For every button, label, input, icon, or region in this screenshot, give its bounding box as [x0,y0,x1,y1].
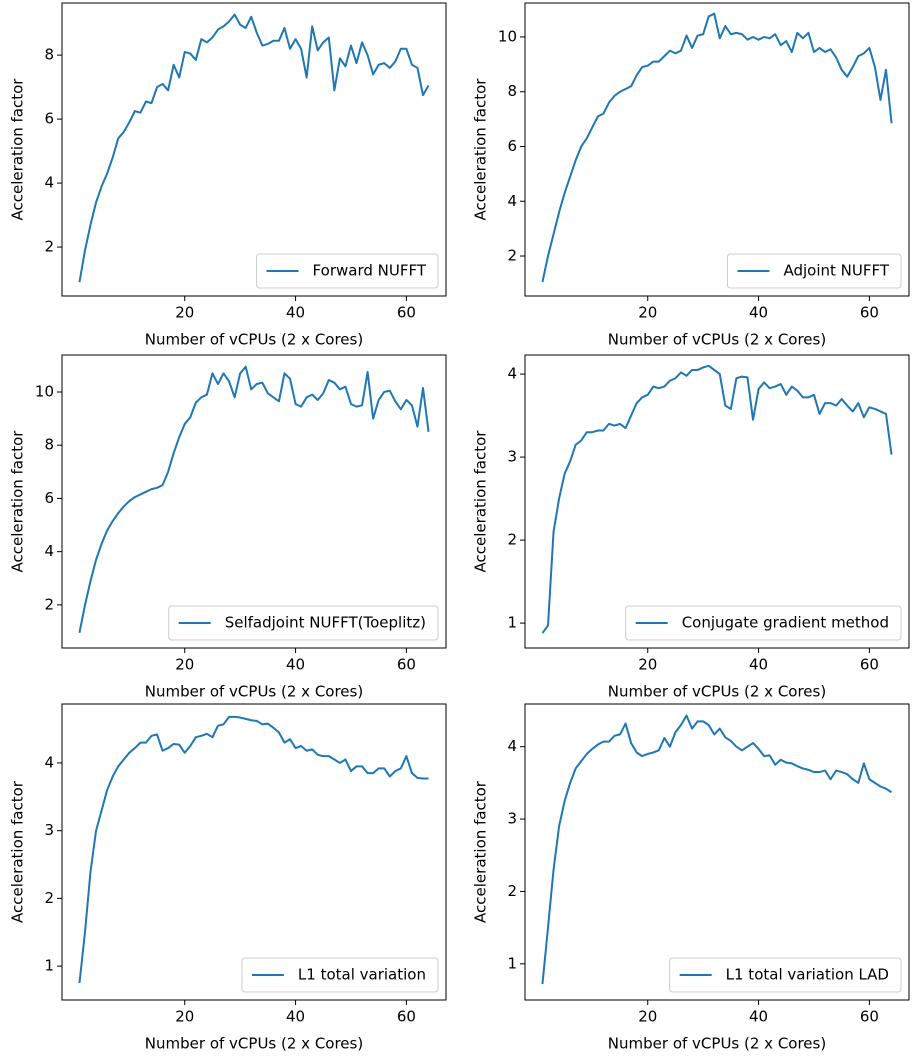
y-tick-label: 2 [44,238,54,256]
legend-box [669,957,902,993]
legend-label: L1 total variation LAD [726,966,889,984]
legend-box [625,605,902,641]
subplot: 20 40 60 2 4 6 8 10 Number of vCPUs (2 x Cores) A… [9,354,447,701]
legend-label: Selfadjoint NUFFT(Toeplitz) [225,614,426,632]
legend: Selfadjoint NUFFT(Toeplitz) [168,605,439,641]
y-tick-label: 3 [507,810,517,828]
y-tick-label: 4 [507,365,517,383]
x-tick-label: 40 [286,304,305,322]
y-tick-label: 6 [44,489,54,507]
x-tick-label: 20 [638,304,657,322]
subplot: 20 40 60 1 2 3 4 Number of vCPUs (2 x Cores) Acc… [472,354,910,701]
y-axis-label: Acceleration factor [472,780,490,923]
legend: L1 total variation LAD [669,957,902,993]
x-axis-label: Number of vCPUs (2 x Cores) [608,683,826,701]
x-tick-label: 40 [749,656,768,674]
x-tick-label: 60 [860,656,879,674]
y-tick-label: 4 [44,753,54,771]
legend-label: Adjoint NUFFT [783,262,889,280]
legend-label: Forward NUFFT [313,262,427,280]
data-line [541,12,893,283]
axes-frame [61,2,447,297]
axes-frame [524,703,910,1001]
axes-frame [524,354,910,649]
x-tick-label: 20 [175,656,194,674]
axes-frame [524,2,910,297]
x-axis-label: Number of vCPUs (2 x Cores) [608,1035,826,1053]
data-line [78,715,429,984]
x-tick-label: 20 [638,1008,657,1026]
axes-frame [61,703,447,1001]
x-tick-label: 40 [749,304,768,322]
x-tick-label: 60 [397,1008,416,1026]
x-tick-label: 60 [860,304,879,322]
x-tick-label: 20 [175,304,194,322]
y-tick-label: 3 [507,448,517,466]
y-tick-label: 8 [44,46,54,64]
y-tick-label: 8 [507,82,517,100]
x-tick-label: 60 [397,656,416,674]
y-tick-label: 2 [507,531,517,549]
x-axis-label: Number of vCPUs (2 x Cores) [145,331,363,349]
y-tick-label: 4 [507,737,517,755]
data-line [541,714,893,985]
x-axis-label: Number of vCPUs (2 x Cores) [608,331,826,349]
x-tick-label: 60 [397,304,416,322]
y-tick-label: 2 [44,889,54,907]
y-tick-label: 3 [44,821,54,839]
legend: Conjugate gradient method [625,605,902,641]
y-axis-label: Acceleration factor [9,430,27,573]
x-tick-label: 20 [175,1008,194,1026]
y-tick-label: 2 [507,247,517,265]
legend: Forward NUFFT [256,253,439,289]
y-tick-label: 6 [507,137,517,155]
data-line [541,364,893,634]
y-tick-label: 4 [44,174,54,192]
legend-label: Conjugate gradient method [682,614,889,632]
y-tick-label: 10 [498,27,517,45]
legend-label: L1 total variation [298,966,426,984]
y-tick-label: 1 [507,954,517,972]
y-tick-label: 2 [44,595,54,613]
subplot: 20 40 60 1 2 3 4 Number of vCPUs (2 x Cores) Acc… [9,703,447,1053]
y-tick-label: 1 [507,614,517,632]
x-tick-label: 40 [286,1008,305,1026]
x-tick-label: 20 [638,656,657,674]
subplot: 20 40 60 2 4 6 8 Number of vCPUs (2 x Cores) Acc… [9,2,447,349]
legend-box [256,253,439,289]
subplot: 20 40 60 2 4 6 8 10 Number of vCPUs (2 x Cores) A… [472,2,910,349]
y-axis-label: Acceleration factor [472,430,490,573]
y-tick-label: 4 [44,542,54,560]
x-tick-label: 40 [749,1008,768,1026]
data-line [78,365,430,634]
y-axis-label: Acceleration factor [472,78,490,221]
x-axis-label: Number of vCPUs (2 x Cores) [145,683,363,701]
y-tick-label: 8 [44,436,54,454]
legend: L1 total variation [241,957,439,993]
y-tick-label: 2 [507,882,517,900]
x-tick-label: 60 [860,1008,879,1026]
data-line [78,13,430,283]
legend: Adjoint NUFFT [726,253,902,289]
y-tick-label: 1 [44,957,54,975]
y-axis-label: Acceleration factor [9,78,27,221]
axes-frame [61,354,447,649]
legend-box [726,253,902,289]
legend-box [168,605,439,641]
y-axis-label: Acceleration factor [9,780,27,923]
y-tick-label: 10 [35,382,54,400]
y-tick-label: 6 [44,110,54,128]
subplot: 20 40 60 1 2 3 4 Number of vCPUs (2 x Cores) Acc… [472,703,910,1053]
legend-box [241,957,439,993]
x-tick-label: 40 [286,656,305,674]
y-tick-label: 4 [507,192,517,210]
x-axis-label: Number of vCPUs (2 x Cores) [145,1035,363,1053]
